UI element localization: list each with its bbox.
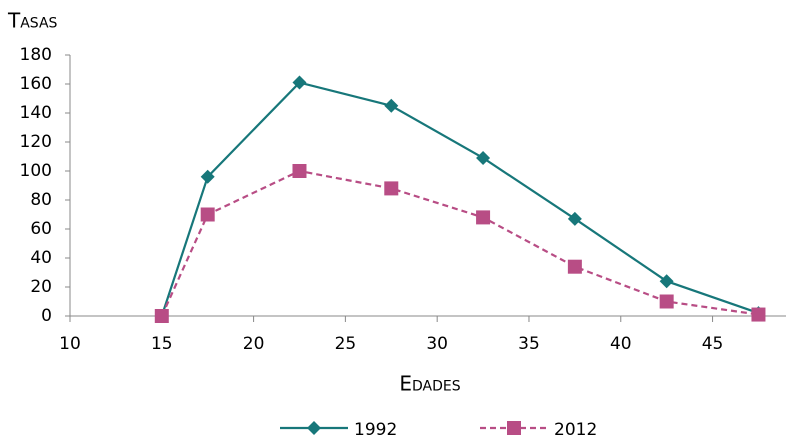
point — [292, 75, 307, 90]
x-tick-label: 45 — [702, 334, 724, 354]
x-tick-label: 35 — [518, 334, 540, 354]
y-tick-label: 120 — [20, 132, 52, 152]
x-axis-label: Edades — [399, 372, 460, 396]
y-tick-label: 40 — [30, 248, 52, 268]
x-tick-label: 20 — [243, 334, 265, 354]
legend-label: 1992 — [354, 420, 397, 440]
legend-marker — [507, 421, 521, 435]
point — [200, 207, 215, 222]
y-tick-label: 160 — [20, 74, 52, 94]
point — [292, 164, 307, 178]
y-tick-label: 60 — [30, 219, 52, 239]
legend-label: 2012 — [554, 420, 597, 440]
point — [384, 98, 399, 113]
point — [476, 150, 491, 165]
point — [384, 181, 399, 196]
x-tick-label: 25 — [335, 334, 357, 354]
point — [476, 210, 491, 225]
y-axis-label: Tasas — [7, 9, 58, 33]
y-tick-label: 80 — [30, 190, 52, 210]
x-tick-label: 30 — [426, 334, 448, 354]
point — [200, 169, 215, 184]
y-tick-label: 0 — [41, 306, 52, 326]
x-tick-label: 40 — [610, 334, 632, 354]
x-tick-label: 15 — [151, 334, 173, 354]
point — [567, 259, 582, 274]
point — [154, 309, 169, 323]
series-line — [160, 169, 759, 317]
point — [659, 294, 674, 309]
y-tick-label: 100 — [20, 161, 52, 181]
y-tick-label: 180 — [20, 45, 52, 65]
series-line — [160, 81, 759, 317]
point — [751, 307, 766, 322]
y-tick-label: 140 — [20, 103, 52, 123]
legend-marker — [307, 421, 321, 435]
point — [567, 211, 582, 226]
x-tick-label: 10 — [59, 334, 81, 354]
y-tick-label: 20 — [30, 277, 52, 297]
point — [659, 274, 674, 289]
